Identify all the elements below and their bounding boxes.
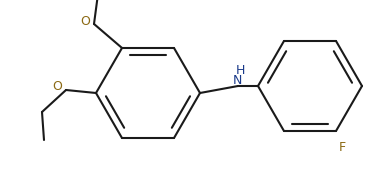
Text: O: O	[52, 79, 62, 92]
Text: F: F	[339, 141, 346, 154]
Text: N: N	[232, 74, 242, 87]
Text: O: O	[80, 15, 90, 28]
Text: H: H	[235, 63, 245, 77]
